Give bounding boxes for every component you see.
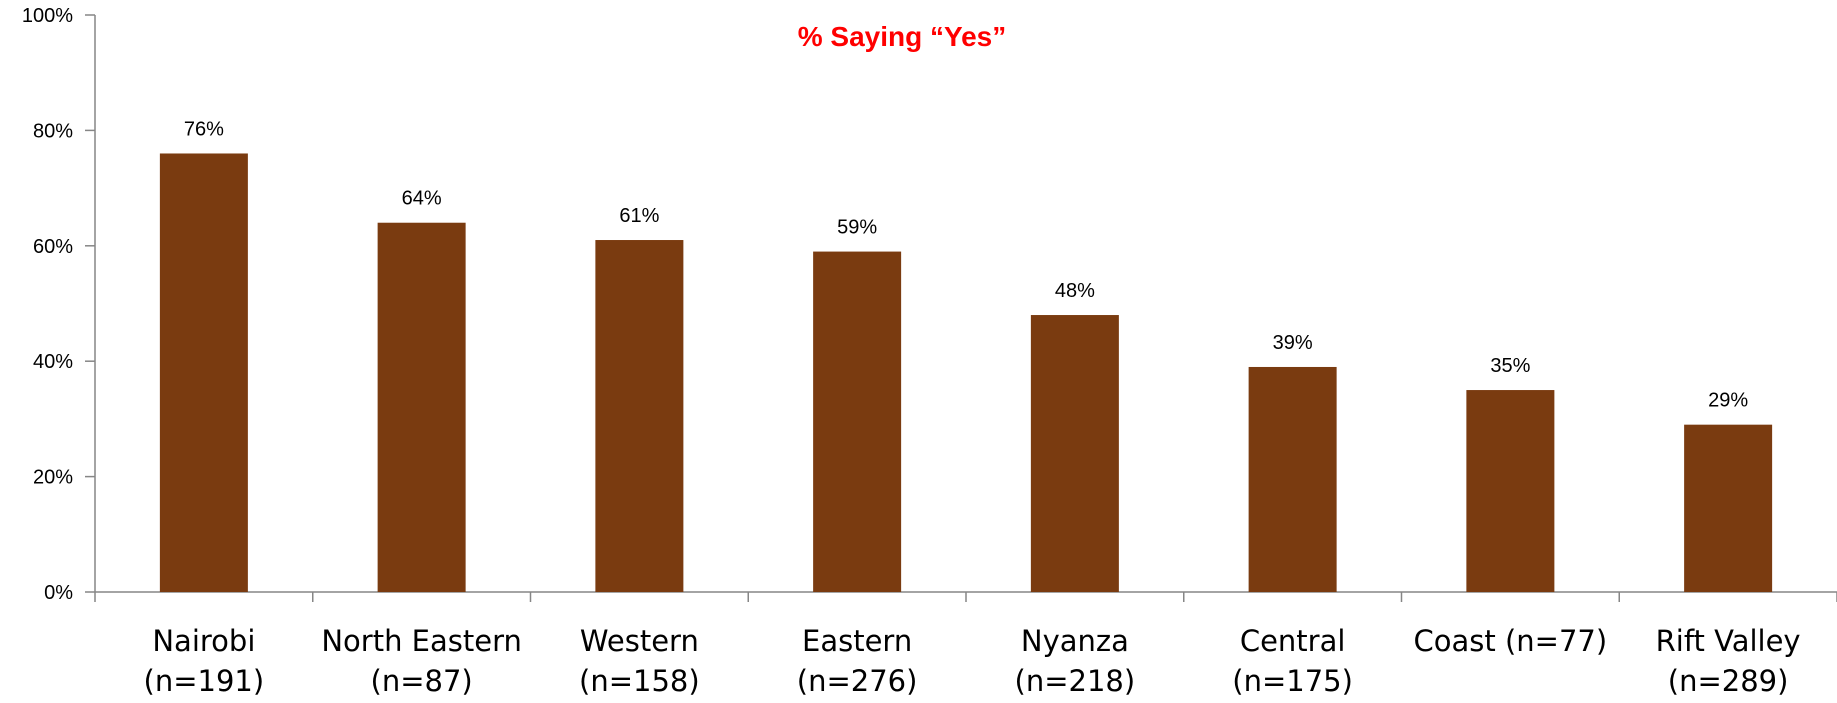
data-label: 48% [1055, 280, 1095, 302]
x-category-label: Eastern [802, 624, 912, 658]
x-category-label: (n=218) [1015, 664, 1136, 698]
bar [1684, 424, 1773, 592]
x-category-label: (n=158) [579, 664, 700, 698]
x-category-label: Nairobi [152, 624, 255, 658]
y-tick-label: 40% [33, 351, 73, 373]
y-tick-label: 60% [33, 236, 73, 258]
x-category-label: (n=175) [1232, 664, 1353, 698]
x-category-label: (n=191) [144, 664, 265, 698]
y-tick-label: 80% [33, 120, 73, 142]
bar [813, 251, 902, 592]
data-label: 61% [619, 205, 659, 227]
x-category-label: North Eastern [321, 624, 522, 658]
x-category-label: (n=87) [371, 664, 473, 698]
chart-title: % Saying “Yes” [798, 21, 1007, 52]
x-category-label: (n=276) [797, 664, 918, 698]
bar [377, 222, 466, 592]
data-label: 29% [1708, 390, 1748, 412]
x-category-label: Central [1240, 624, 1346, 658]
bar [1030, 315, 1119, 592]
x-category-label: Nyanza [1021, 624, 1129, 658]
y-tick-label: 100% [22, 5, 73, 27]
bars-group: 76% 64% 61% 59% 48% 39% 35% 29% [159, 118, 1773, 593]
data-label: 76% [184, 118, 224, 140]
x-axis: Nairobi (n=191) North Eastern (n=87) Western… [94, 592, 1837, 698]
bar [159, 153, 248, 593]
bar [1248, 366, 1337, 592]
bar [595, 240, 684, 592]
x-category-label: (n=289) [1668, 664, 1789, 698]
y-tick-label: 0% [44, 582, 73, 604]
bar [1466, 390, 1555, 592]
data-label: 39% [1273, 332, 1313, 354]
y-tick-label: 20% [33, 467, 73, 489]
data-label: 35% [1490, 355, 1530, 377]
data-label: 64% [402, 188, 442, 210]
x-category-label: Western [580, 624, 699, 658]
x-category-label: Coast (n=77) [1414, 624, 1608, 658]
x-category-label: Rift Valley [1656, 624, 1801, 658]
data-label: 59% [837, 217, 877, 239]
y-axis: 0% 20% 40% 60% 80% 100% [22, 5, 95, 604]
